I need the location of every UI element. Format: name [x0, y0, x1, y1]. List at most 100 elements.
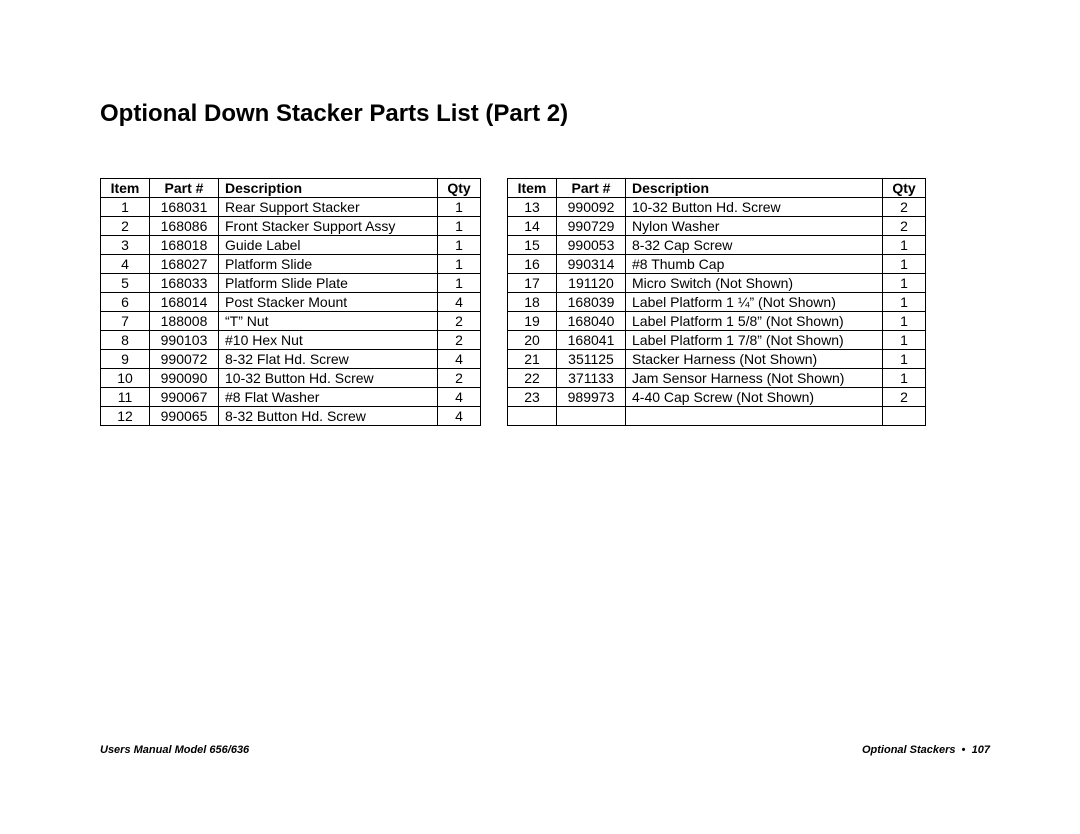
- table-row: 8990103#10 Hex Nut2: [101, 331, 481, 350]
- cell-part: 168086: [150, 217, 219, 236]
- cell-part: 990090: [150, 369, 219, 388]
- cell-qty: 1: [438, 255, 481, 274]
- cell-qty: 1: [438, 274, 481, 293]
- cell-desc: 10-32 Button Hd. Screw: [219, 369, 438, 388]
- cell-part: 351125: [557, 350, 626, 369]
- cell-qty: 1: [883, 312, 926, 331]
- cell-item: 18: [508, 293, 557, 312]
- cell-desc: Label Platform 1 7/8” (Not Shown): [626, 331, 883, 350]
- col-item: Item: [508, 179, 557, 198]
- cell-part: 168041: [557, 331, 626, 350]
- cell-part: 990103: [150, 331, 219, 350]
- cell-item: [508, 407, 557, 426]
- cell-part: 989973: [557, 388, 626, 407]
- cell-qty: 1: [883, 255, 926, 274]
- footer-right: Optional Stackers • 107: [862, 744, 990, 756]
- cell-item: 16: [508, 255, 557, 274]
- cell-qty: 4: [438, 293, 481, 312]
- table-right-body: 1399009210-32 Button Hd. Screw214990729N…: [508, 198, 926, 426]
- cell-qty: 1: [883, 350, 926, 369]
- cell-desc: Stacker Harness (Not Shown): [626, 350, 883, 369]
- parts-table-left: Item Part # Description Qty 1168031Rear …: [100, 178, 481, 426]
- footer-page-number: 107: [972, 744, 990, 756]
- cell-item: 6: [101, 293, 150, 312]
- cell-part: 168033: [150, 274, 219, 293]
- cell-item: 2: [101, 217, 150, 236]
- cell-item: 4: [101, 255, 150, 274]
- table-row: 16990314#8 Thumb Cap1: [508, 255, 926, 274]
- cell-part: 990067: [150, 388, 219, 407]
- cell-part: [557, 407, 626, 426]
- col-qty: Qty: [438, 179, 481, 198]
- cell-item: 12: [101, 407, 150, 426]
- cell-desc: Platform Slide: [219, 255, 438, 274]
- cell-qty: 4: [438, 350, 481, 369]
- cell-desc: Front Stacker Support Assy: [219, 217, 438, 236]
- cell-item: 14: [508, 217, 557, 236]
- cell-part: 990092: [557, 198, 626, 217]
- cell-qty: 1: [883, 236, 926, 255]
- cell-desc: 8-32 Button Hd. Screw: [219, 407, 438, 426]
- cell-item: 7: [101, 312, 150, 331]
- cell-desc: #8 Flat Washer: [219, 388, 438, 407]
- cell-part: 168027: [150, 255, 219, 274]
- cell-qty: 1: [883, 369, 926, 388]
- table-row: 22371133Jam Sensor Harness (Not Shown)1: [508, 369, 926, 388]
- cell-part: 990065: [150, 407, 219, 426]
- cell-item: 15: [508, 236, 557, 255]
- table-header-row: Item Part # Description Qty: [508, 179, 926, 198]
- table-row: 18168039Label Platform 1 ¼” (Not Shown)1: [508, 293, 926, 312]
- table-row: 21351125Stacker Harness (Not Shown)1: [508, 350, 926, 369]
- col-item: Item: [101, 179, 150, 198]
- cell-desc: Guide Label: [219, 236, 438, 255]
- cell-item: 1: [101, 198, 150, 217]
- cell-item: 3: [101, 236, 150, 255]
- cell-desc: Platform Slide Plate: [219, 274, 438, 293]
- cell-part: 990072: [150, 350, 219, 369]
- col-part: Part #: [150, 179, 219, 198]
- cell-desc: Micro Switch (Not Shown): [626, 274, 883, 293]
- cell-desc: Label Platform 1 ¼” (Not Shown): [626, 293, 883, 312]
- cell-part: 168040: [557, 312, 626, 331]
- cell-desc: “T” Nut: [219, 312, 438, 331]
- page-footer: Users Manual Model 656/636 Optional Stac…: [100, 744, 990, 756]
- parts-table-right: Item Part # Description Qty 1399009210-3…: [507, 178, 926, 426]
- cell-qty: 4: [438, 388, 481, 407]
- table-row: 239899734-40 Cap Screw (Not Shown)2: [508, 388, 926, 407]
- cell-qty: 2: [438, 331, 481, 350]
- col-part: Part #: [557, 179, 626, 198]
- cell-qty: 1: [438, 236, 481, 255]
- footer-bullet: •: [962, 744, 966, 756]
- cell-item: 10: [101, 369, 150, 388]
- table-row: 17191120Micro Switch (Not Shown)1: [508, 274, 926, 293]
- cell-item: 21: [508, 350, 557, 369]
- cell-desc: 8-32 Flat Hd. Screw: [219, 350, 438, 369]
- cell-qty: 2: [883, 388, 926, 407]
- cell-part: 990314: [557, 255, 626, 274]
- cell-part: 168014: [150, 293, 219, 312]
- table-row: 5168033Platform Slide Plate1: [101, 274, 481, 293]
- cell-qty: 2: [438, 312, 481, 331]
- cell-part: 168018: [150, 236, 219, 255]
- cell-desc: Post Stacker Mount: [219, 293, 438, 312]
- cell-item: 13: [508, 198, 557, 217]
- col-desc: Description: [219, 179, 438, 198]
- cell-item: 17: [508, 274, 557, 293]
- col-desc: Description: [626, 179, 883, 198]
- footer-section: Optional Stackers: [862, 744, 956, 756]
- table-row: 99900728-32 Flat Hd. Screw4: [101, 350, 481, 369]
- page: Optional Down Stacker Parts List (Part 2…: [0, 0, 1080, 834]
- cell-item: 5: [101, 274, 150, 293]
- table-row: 14990729Nylon Washer2: [508, 217, 926, 236]
- table-row: [508, 407, 926, 426]
- table-row: 19168040Label Platform 1 5/8” (Not Shown…: [508, 312, 926, 331]
- cell-part: 371133: [557, 369, 626, 388]
- cell-qty: 1: [883, 274, 926, 293]
- cell-desc: Jam Sensor Harness (Not Shown): [626, 369, 883, 388]
- table-row: 2168086Front Stacker Support Assy1: [101, 217, 481, 236]
- cell-item: 8: [101, 331, 150, 350]
- cell-desc: Label Platform 1 5/8” (Not Shown): [626, 312, 883, 331]
- cell-item: 20: [508, 331, 557, 350]
- cell-qty: [883, 407, 926, 426]
- table-row: 4168027Platform Slide1: [101, 255, 481, 274]
